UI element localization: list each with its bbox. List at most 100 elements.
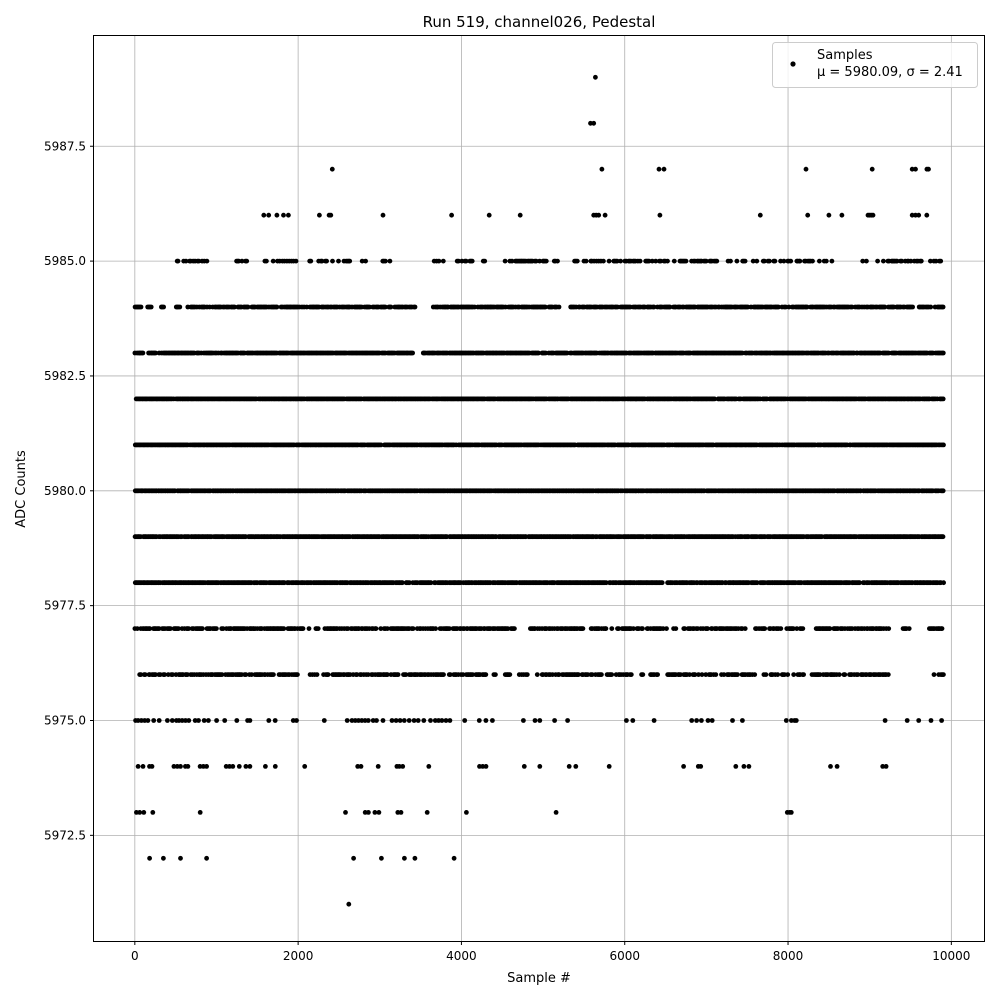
data-point xyxy=(307,626,312,631)
data-point xyxy=(681,764,686,769)
data-point xyxy=(609,626,614,631)
data-point xyxy=(567,764,572,769)
data-point xyxy=(537,764,542,769)
data-point xyxy=(609,672,614,677)
data-point xyxy=(448,718,453,723)
data-point xyxy=(222,718,227,723)
data-point xyxy=(775,672,780,677)
data-point xyxy=(136,764,141,769)
data-point xyxy=(161,305,166,310)
data-point xyxy=(263,764,268,769)
data-point xyxy=(747,764,752,769)
data-point xyxy=(413,856,418,861)
data-point xyxy=(652,718,657,723)
data-point xyxy=(886,672,891,677)
data-point xyxy=(828,764,833,769)
data-point xyxy=(484,718,489,723)
data-point xyxy=(178,856,183,861)
data-point xyxy=(713,672,718,677)
data-point xyxy=(801,672,806,677)
data-point xyxy=(202,718,207,723)
data-point xyxy=(374,718,379,723)
data-point xyxy=(939,718,944,723)
data-point xyxy=(416,718,421,723)
data-point xyxy=(396,672,401,677)
data-point xyxy=(533,718,538,723)
data-point xyxy=(366,718,371,723)
data-point xyxy=(778,626,783,631)
data-point xyxy=(742,764,747,769)
data-point xyxy=(694,718,699,723)
data-point xyxy=(794,718,799,723)
data-point xyxy=(316,626,321,631)
data-point xyxy=(493,672,498,677)
data-point xyxy=(883,718,888,723)
data-point xyxy=(762,626,767,631)
data-point xyxy=(929,718,934,723)
data-point xyxy=(604,626,609,631)
data-point xyxy=(150,810,155,815)
data-point xyxy=(214,718,219,723)
data-point xyxy=(624,718,629,723)
data-point xyxy=(462,718,467,723)
data-point xyxy=(484,764,489,769)
data-point xyxy=(206,718,211,723)
data-point xyxy=(170,718,175,723)
data-point xyxy=(477,718,482,723)
data-point xyxy=(315,672,320,677)
data-point xyxy=(441,672,446,677)
data-point xyxy=(421,718,426,723)
data-point xyxy=(699,718,704,723)
data-point xyxy=(537,718,542,723)
data-point xyxy=(916,718,921,723)
data-point xyxy=(932,672,937,677)
data-point xyxy=(940,626,945,631)
data-point xyxy=(941,397,946,402)
data-point xyxy=(157,718,162,723)
data-point xyxy=(941,443,946,448)
data-point xyxy=(433,626,438,631)
data-point xyxy=(248,764,253,769)
data-point xyxy=(941,488,946,493)
data-point xyxy=(789,810,794,815)
data-point xyxy=(366,810,371,815)
data-point xyxy=(673,626,678,631)
data-point xyxy=(710,718,715,723)
data-point xyxy=(941,580,946,585)
data-point xyxy=(565,718,570,723)
data-point xyxy=(706,718,711,723)
data-point xyxy=(630,718,635,723)
data-point xyxy=(281,626,286,631)
data-point xyxy=(552,718,557,723)
data-point xyxy=(198,810,203,815)
data-point xyxy=(237,764,242,769)
data-point xyxy=(374,626,379,631)
data-point xyxy=(907,626,912,631)
data-point xyxy=(573,764,578,769)
data-point xyxy=(161,856,166,861)
data-point xyxy=(464,810,469,815)
data-point xyxy=(886,626,891,631)
data-point xyxy=(390,718,395,723)
data-point xyxy=(139,305,144,310)
data-point xyxy=(398,718,403,723)
data-point xyxy=(791,672,796,677)
data-point xyxy=(842,672,847,677)
data-point xyxy=(521,718,526,723)
data-point xyxy=(402,856,407,861)
data-point xyxy=(273,764,278,769)
data-point xyxy=(165,718,170,723)
data-point xyxy=(343,810,348,815)
data-point xyxy=(425,810,430,815)
data-point xyxy=(178,764,183,769)
data-point xyxy=(137,810,142,815)
data-point xyxy=(483,672,488,677)
data-point xyxy=(905,718,910,723)
data-point xyxy=(730,718,735,723)
data-point xyxy=(452,856,457,861)
data-point xyxy=(322,718,327,723)
data-point xyxy=(655,672,660,677)
data-point xyxy=(204,856,209,861)
